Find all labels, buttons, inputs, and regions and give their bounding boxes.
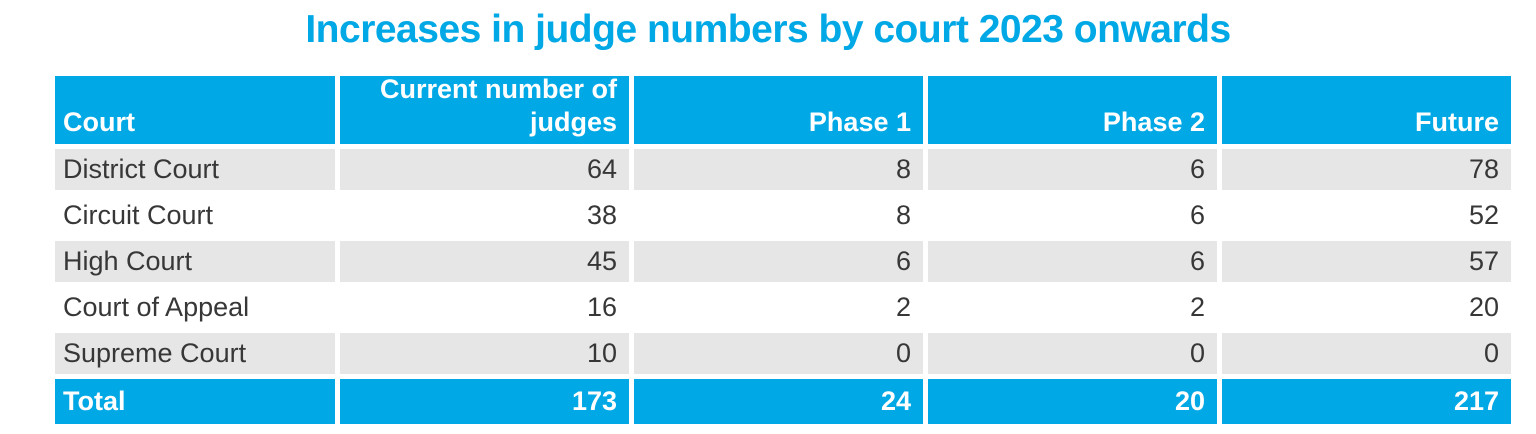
total-value-future: 217 <box>1222 379 1511 424</box>
total-value-current: 173 <box>340 379 629 424</box>
value-cell: 57 <box>1222 241 1511 282</box>
value-cell: 8 <box>895 200 911 230</box>
value-cell: 52 <box>1468 200 1499 230</box>
value-cell: 0 <box>1222 333 1511 374</box>
figure-title: Increases in judge numbers by court 2023… <box>305 8 1231 51</box>
row-label-court-of-appeal: Court of Appeal <box>63 292 250 322</box>
value-cell: 10 <box>340 333 629 374</box>
value-cell: 2 <box>895 292 911 322</box>
total-value-phase-1: 24 <box>634 379 923 424</box>
row-label-district-court: District Court <box>55 149 335 190</box>
value-cell: 16 <box>586 292 617 322</box>
judges-table: Court Current number of judges Phase 1 P… <box>55 76 1511 424</box>
value-cell: 38 <box>586 200 617 230</box>
value-cell: 0 <box>928 333 1217 374</box>
column-header-current-judges: Current number of judges <box>340 76 629 144</box>
column-header-court: Court <box>55 76 335 144</box>
total-row-label: Total <box>55 379 335 424</box>
column-header-phase-1: Phase 1 <box>634 76 923 144</box>
value-cell: 8 <box>634 149 923 190</box>
column-header-phase-2: Phase 2 <box>928 76 1217 144</box>
value-cell: 6 <box>928 241 1217 282</box>
row-label-circuit-court: Circuit Court <box>63 200 214 230</box>
value-cell: 45 <box>340 241 629 282</box>
value-cell: 2 <box>1189 292 1205 322</box>
total-value-phase-2: 20 <box>928 379 1217 424</box>
value-cell: 6 <box>1189 200 1205 230</box>
row-label-supreme-court: Supreme Court <box>55 333 335 374</box>
row-label-high-court: High Court <box>55 241 335 282</box>
value-cell: 0 <box>634 333 923 374</box>
value-cell: 20 <box>1468 292 1499 322</box>
column-header-future: Future <box>1222 76 1511 144</box>
value-cell: 78 <box>1222 149 1511 190</box>
value-cell: 6 <box>634 241 923 282</box>
value-cell: 6 <box>928 149 1217 190</box>
value-cell: 64 <box>340 149 629 190</box>
